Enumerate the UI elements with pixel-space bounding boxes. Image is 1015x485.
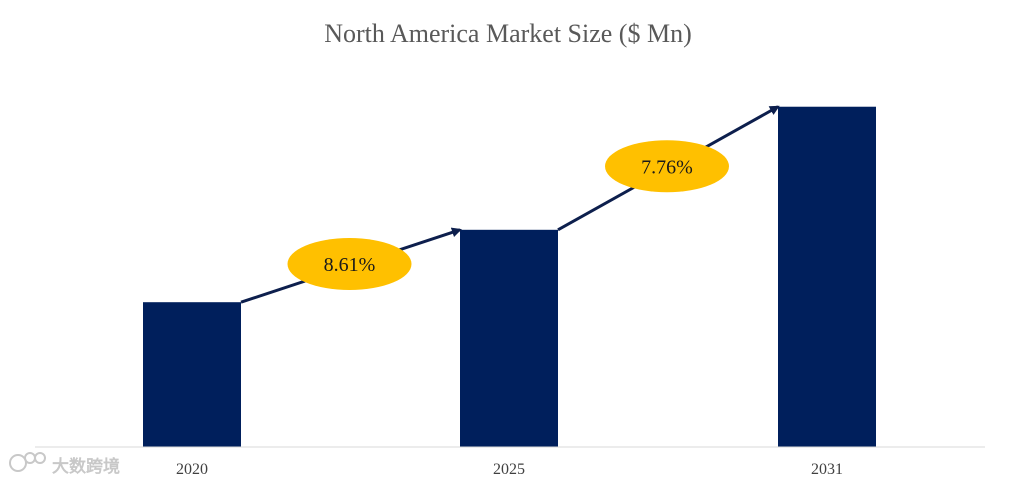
watermark: 大数跨境 <box>9 452 120 477</box>
growth-bubble-2020-2025 <box>287 238 412 290</box>
growth-bubbles-group: 8.61% 7.76% <box>287 140 729 290</box>
x-tick-label-2025: 2025 <box>493 461 525 478</box>
growth-label-2020-2025: 8.61% <box>324 254 376 276</box>
bar-2020 <box>143 302 241 447</box>
bar-2025 <box>460 229 558 447</box>
x-tick-label-2031: 2031 <box>811 461 843 478</box>
bars-group <box>143 106 876 447</box>
growth-bubble-2025-2031 <box>605 140 729 193</box>
watermark-logo-icon <box>9 452 46 472</box>
x-tick-labels-group: 2020 2025 2031 <box>176 461 843 478</box>
x-tick-label-2020: 2020 <box>176 461 208 478</box>
bar-2031 <box>778 106 876 447</box>
chart-title: North America Market Size ($ Mn) <box>324 19 692 48</box>
growth-label-2025-2031: 7.76% <box>641 156 693 178</box>
watermark-text: 大数跨境 <box>52 456 120 477</box>
